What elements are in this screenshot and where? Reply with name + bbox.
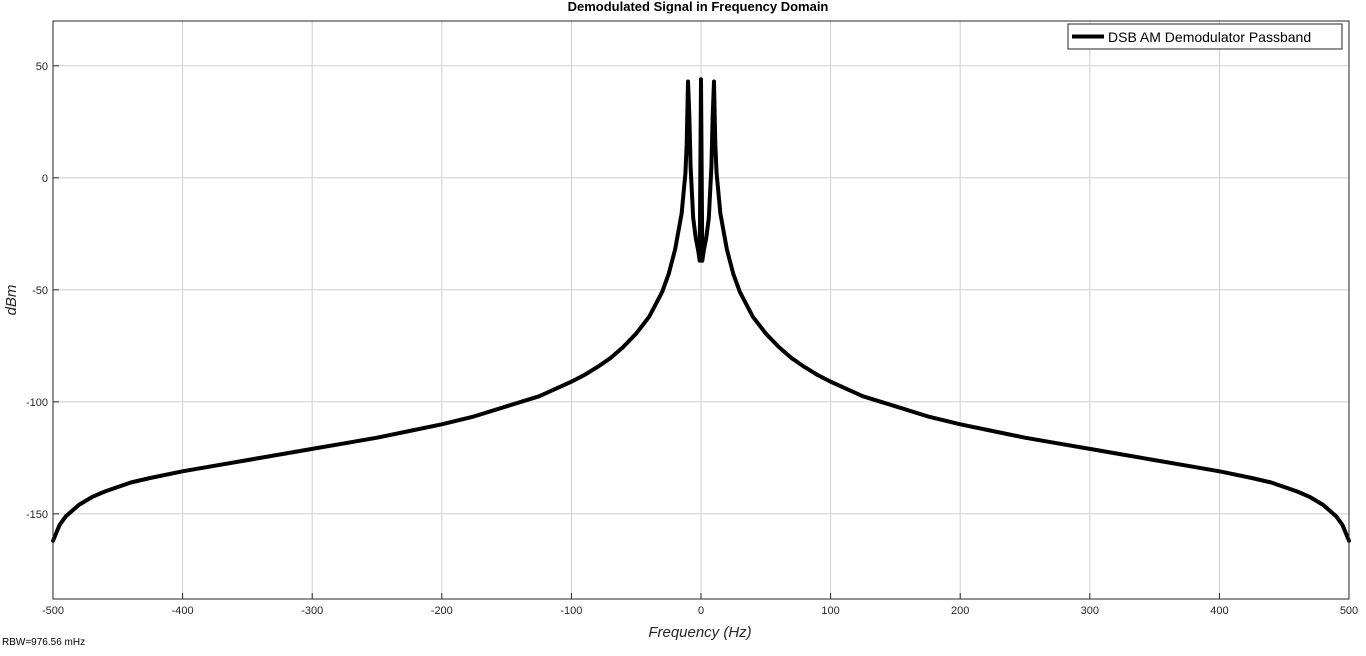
y-tick-label: -50 bbox=[32, 285, 48, 297]
legend-label: DSB AM Demodulator Passband bbox=[1108, 29, 1311, 45]
x-tick-label: 400 bbox=[1210, 605, 1228, 617]
y-tick-label: -100 bbox=[26, 397, 48, 409]
x-tick-label: -500 bbox=[42, 605, 64, 617]
x-tick-label: 500 bbox=[1340, 605, 1358, 617]
x-tick-label: -400 bbox=[172, 605, 194, 617]
x-tick-label: -200 bbox=[431, 605, 453, 617]
axes-box bbox=[52, 20, 1350, 600]
tick-layer: -500 -400 -300 -200 -100 0 100 200 300 400 500-150… bbox=[26, 61, 1358, 617]
x-tick-label: -300 bbox=[301, 605, 323, 617]
y-tick-label: -150 bbox=[26, 509, 48, 521]
y-tick-label: 50 bbox=[36, 61, 48, 73]
rbw-label: RBW=976.56 mHz bbox=[2, 637, 86, 648]
legend-box bbox=[1067, 23, 1343, 50]
y-tick-label: 0 bbox=[42, 173, 48, 185]
x-tick-label: 300 bbox=[1081, 605, 1099, 617]
series-line bbox=[51, 77, 1351, 543]
x-tick-label: 200 bbox=[951, 605, 969, 617]
x-axis-label: Frequency (Hz) bbox=[648, 624, 751, 641]
chart-title: Demodulated Signal in Frequency Domain bbox=[568, 0, 829, 14]
x-tick-label: -100 bbox=[560, 605, 582, 617]
series-layer bbox=[51, 77, 1351, 543]
legend: DSB AM Demodulator Passband bbox=[1067, 23, 1343, 50]
y-axis-label: dBm bbox=[3, 285, 20, 316]
x-tick-label: 100 bbox=[821, 605, 839, 617]
x-tick-label: 0 bbox=[698, 605, 704, 617]
